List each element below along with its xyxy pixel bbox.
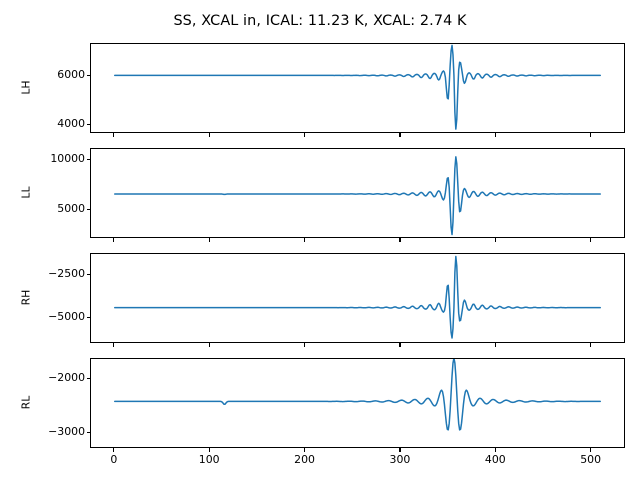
ytick-label-rl-0: −3000	[48, 425, 85, 439]
axis-label-lh: LH	[19, 80, 33, 95]
waveform-line-ll	[115, 157, 600, 235]
subplot-rh-trace-svg	[91, 254, 624, 342]
ytick-label-lh-1: 6000	[57, 68, 85, 82]
axis-label-rl: RL	[19, 395, 33, 410]
ytick-mark-ll-0	[86, 208, 90, 210]
xtick-label-3: 300	[389, 453, 411, 466]
ytick-mark-rl-0	[86, 432, 90, 434]
xtick-mark-2-0	[113, 343, 115, 347]
xtick-mark-1-1	[208, 238, 210, 242]
xtick-mark-0-4	[494, 133, 496, 137]
ytick-label-rh-1: −2500	[48, 267, 85, 281]
xtick-mark-3-3	[399, 448, 401, 452]
subplot-rh	[90, 253, 625, 343]
xtick-mark-1-3	[399, 238, 401, 242]
xtick-label-4: 400	[484, 453, 506, 466]
xtick-mark-0-1	[208, 133, 210, 137]
xtick-mark-3-1	[208, 448, 210, 452]
xtick-mark-2-4	[494, 343, 496, 347]
subplot-lh-trace-svg	[91, 44, 624, 132]
xtick-label-5: 500	[580, 453, 602, 466]
xtick-mark-3-5	[590, 448, 592, 452]
ytick-mark-rl-1	[86, 378, 90, 380]
ytick-label-rl-1: −2000	[48, 371, 85, 385]
subplot-rh-plot-area	[91, 254, 624, 342]
subplot-rl-trace-svg	[91, 359, 624, 447]
figure-title: SS, XCAL in, ICAL: 11.23 K, XCAL: 2.74 K	[173, 13, 467, 29]
xtick-mark-3-0	[113, 448, 115, 452]
xtick-mark-0-2	[304, 133, 306, 137]
ytick-mark-ll-1	[86, 159, 90, 161]
xtick-mark-2-1	[208, 343, 210, 347]
ytick-mark-lh-1	[86, 75, 90, 77]
subplot-rl	[90, 358, 625, 448]
subplot-lh-plot-area	[91, 44, 624, 132]
xtick-mark-2-3	[399, 343, 401, 347]
subplot-ll-plot-area	[91, 149, 624, 237]
waveform-line-rl	[115, 359, 600, 430]
ytick-mark-lh-0	[86, 123, 90, 126]
xtick-mark-2-5	[590, 343, 592, 347]
xtick-mark-0-3	[399, 133, 401, 137]
xtick-mark-1-4	[494, 238, 496, 242]
xtick-mark-3-4	[494, 448, 496, 452]
ytick-label-ll-0: 5000	[57, 201, 85, 215]
xtick-mark-3-2	[304, 448, 306, 452]
xtick-mark-0-0	[113, 133, 115, 137]
xtick-label-2: 200	[294, 453, 315, 466]
waveform-line-rh	[115, 256, 600, 338]
subplot-ll-trace-svg	[91, 149, 624, 237]
ytick-label-ll-1: 10000	[50, 152, 85, 166]
ytick-label-rh-0: −5000	[48, 310, 85, 324]
xtick-mark-0-5	[590, 133, 592, 137]
xtick-label-0: 0	[110, 453, 118, 466]
xtick-mark-2-2	[304, 343, 306, 347]
subplot-lh	[90, 43, 625, 133]
waveform-line-lh	[115, 45, 600, 129]
xtick-mark-1-0	[113, 238, 115, 242]
ytick-mark-rh-1	[86, 274, 90, 276]
xtick-mark-1-2	[304, 238, 306, 242]
ytick-label-lh-0: 4000	[57, 116, 85, 130]
xtick-label-1: 100	[198, 453, 220, 466]
subplot-ll	[90, 148, 625, 238]
ytick-mark-rh-0	[86, 317, 90, 319]
xtick-mark-1-5	[590, 238, 592, 242]
subplot-rl-plot-area	[91, 359, 624, 447]
